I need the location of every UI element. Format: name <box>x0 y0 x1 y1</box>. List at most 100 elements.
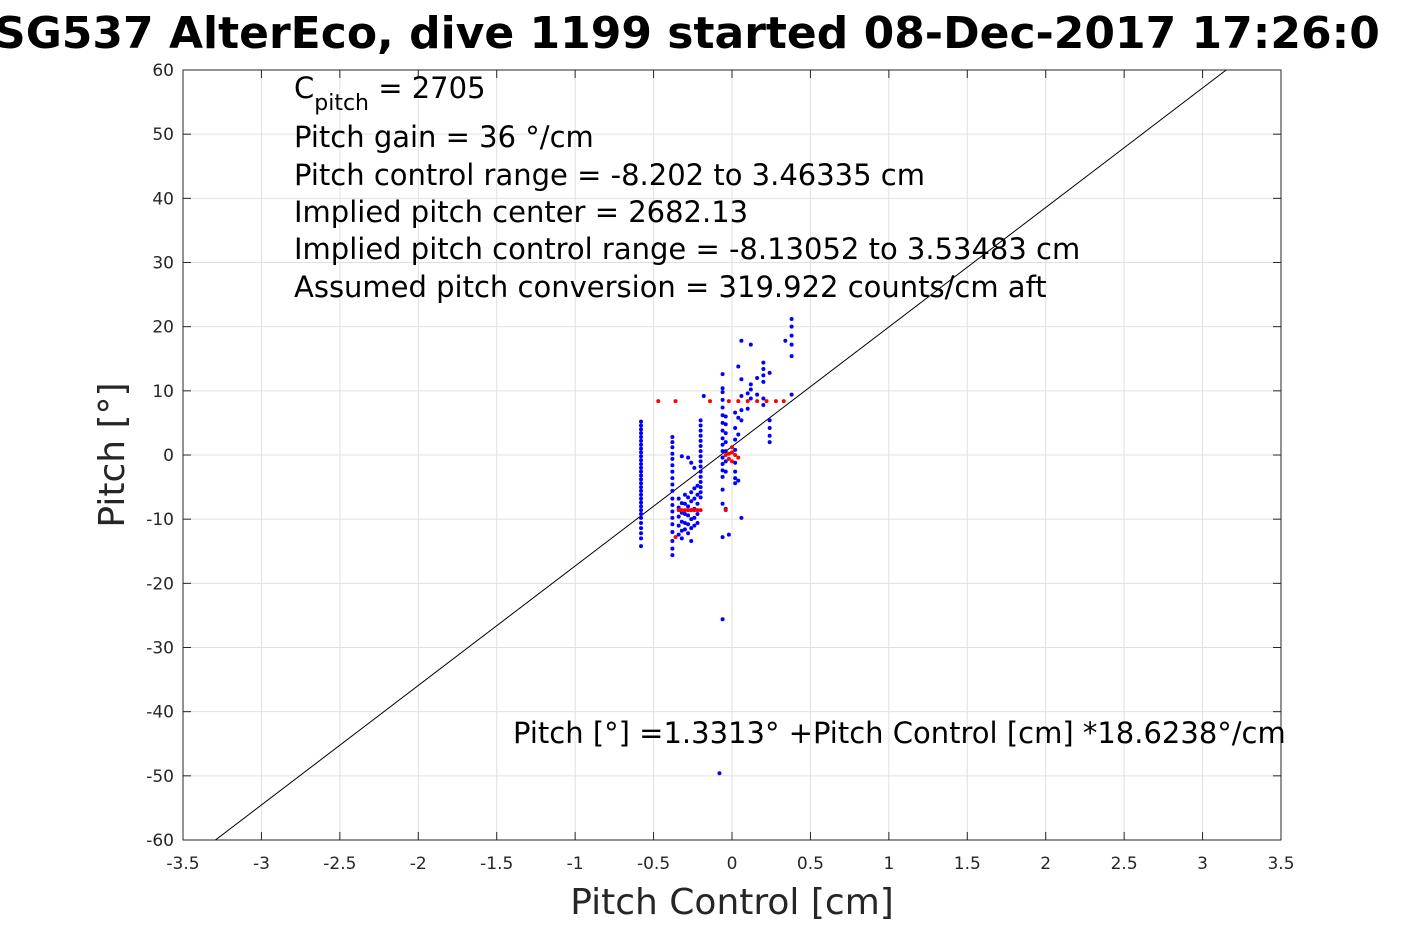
y-tick-label: -30 <box>146 639 174 659</box>
blue-data-point <box>692 523 697 528</box>
blue-data-point <box>723 422 728 427</box>
blue-data-point <box>767 370 772 375</box>
blue-data-point <box>639 473 644 478</box>
blue-data-point <box>720 474 725 479</box>
blue-data-point <box>679 454 684 459</box>
x-tick-label: 0.5 <box>797 854 824 874</box>
y-axis-label: Pitch [°] <box>92 382 133 527</box>
blue-data-point <box>698 469 703 474</box>
blue-data-point <box>670 456 675 461</box>
blue-data-point <box>639 438 644 443</box>
blue-data-point <box>733 410 738 415</box>
blue-data-point <box>670 435 675 440</box>
c-pitch-annotation: Cpitch = 2705 <box>294 71 486 116</box>
blue-data-point <box>639 431 644 436</box>
red-data-point <box>730 450 734 455</box>
blue-data-point <box>783 338 788 343</box>
blue-data-point <box>639 458 644 463</box>
blue-data-point <box>736 432 741 437</box>
blue-data-point <box>745 391 750 396</box>
blue-data-point <box>720 487 725 492</box>
blue-data-point <box>698 490 703 495</box>
blue-data-point <box>761 379 766 384</box>
blue-data-point <box>689 460 694 465</box>
x-tick-label: -2.5 <box>323 854 356 874</box>
blue-data-point <box>720 390 725 395</box>
x-tick-label: -1 <box>567 854 584 874</box>
x-axis-label: Pitch Control [cm] <box>570 882 894 923</box>
blue-data-point <box>670 482 675 487</box>
blue-data-point <box>726 532 731 537</box>
blue-data-point <box>686 455 691 460</box>
blue-data-point <box>789 333 794 338</box>
x-tick-label: -3 <box>253 854 270 874</box>
blue-data-point <box>695 521 700 526</box>
blue-data-point <box>679 519 684 524</box>
blue-data-point <box>692 515 697 520</box>
blue-data-point <box>695 512 700 517</box>
blue-data-point <box>748 387 753 392</box>
blue-data-point <box>639 427 644 432</box>
blue-data-point <box>789 342 794 347</box>
blue-data-point <box>692 486 697 491</box>
blue-data-point <box>698 423 703 428</box>
blue-data-point <box>686 495 691 500</box>
blue-data-point <box>720 397 725 402</box>
blue-data-point <box>676 523 681 528</box>
x-tick-label: -2 <box>410 854 427 874</box>
blue-data-point <box>639 488 644 493</box>
blue-data-point <box>720 455 725 460</box>
implied-pitch-center-annotation: Implied pitch center = 2682.13 <box>294 195 748 229</box>
y-tick-label: -10 <box>146 510 174 530</box>
blue-data-point <box>639 485 644 490</box>
blue-data-point <box>639 526 644 531</box>
blue-data-point <box>639 536 644 541</box>
red-data-point <box>692 508 697 513</box>
pitch-control-range-annotation: Pitch control range = -8.202 to 3.46335 … <box>294 158 925 192</box>
blue-data-point <box>761 373 766 378</box>
y-axis-tick-labels: 60 50 40 30 20 10 0 -10 -20 -30 -40 -50 -60 <box>146 61 174 851</box>
blue-data-point <box>639 515 644 520</box>
blue-data-point <box>720 442 725 447</box>
blue-data-point <box>639 492 644 497</box>
red-data-point <box>723 508 728 513</box>
blue-data-point <box>698 444 703 449</box>
blue-data-point <box>682 527 687 532</box>
blue-data-point <box>670 553 675 558</box>
blue-data-point <box>723 449 728 454</box>
blue-data-point <box>639 477 644 482</box>
blue-data-point <box>698 433 703 438</box>
blue-data-point <box>639 446 644 451</box>
blue-data-point <box>767 440 772 445</box>
x-tick-label: 1.5 <box>954 854 981 874</box>
red-data-point <box>726 399 731 404</box>
blue-data-point <box>767 426 772 431</box>
blue-data-point <box>761 360 766 365</box>
red-data-point <box>730 459 734 464</box>
blue-data-point <box>639 450 644 455</box>
pitch-gain-annotation: Pitch gain = 36 °/cm <box>294 120 594 154</box>
blue-data-point <box>692 465 697 470</box>
blue-data-point <box>670 530 675 534</box>
blue-data-point <box>639 508 644 513</box>
blue-data-point <box>720 468 725 473</box>
data-points <box>639 316 794 776</box>
red-data-point <box>736 399 741 404</box>
blue-data-point <box>639 419 644 424</box>
blue-data-point <box>736 364 741 369</box>
blue-data-point <box>739 515 744 520</box>
blue-data-point <box>639 512 644 517</box>
blue-data-point <box>698 474 703 479</box>
c-pitch-subscript: pitch <box>314 91 369 116</box>
blue-data-point <box>639 461 644 466</box>
y-tick-label: -40 <box>146 703 174 723</box>
blue-data-point <box>682 521 687 526</box>
blue-data-point <box>679 536 684 541</box>
blue-data-point <box>748 382 753 387</box>
blue-data-point <box>698 449 703 454</box>
x-tick-label: -3.5 <box>166 854 199 874</box>
blue-data-point <box>670 509 675 514</box>
red-data-point <box>679 508 684 513</box>
blue-data-point <box>639 481 644 486</box>
